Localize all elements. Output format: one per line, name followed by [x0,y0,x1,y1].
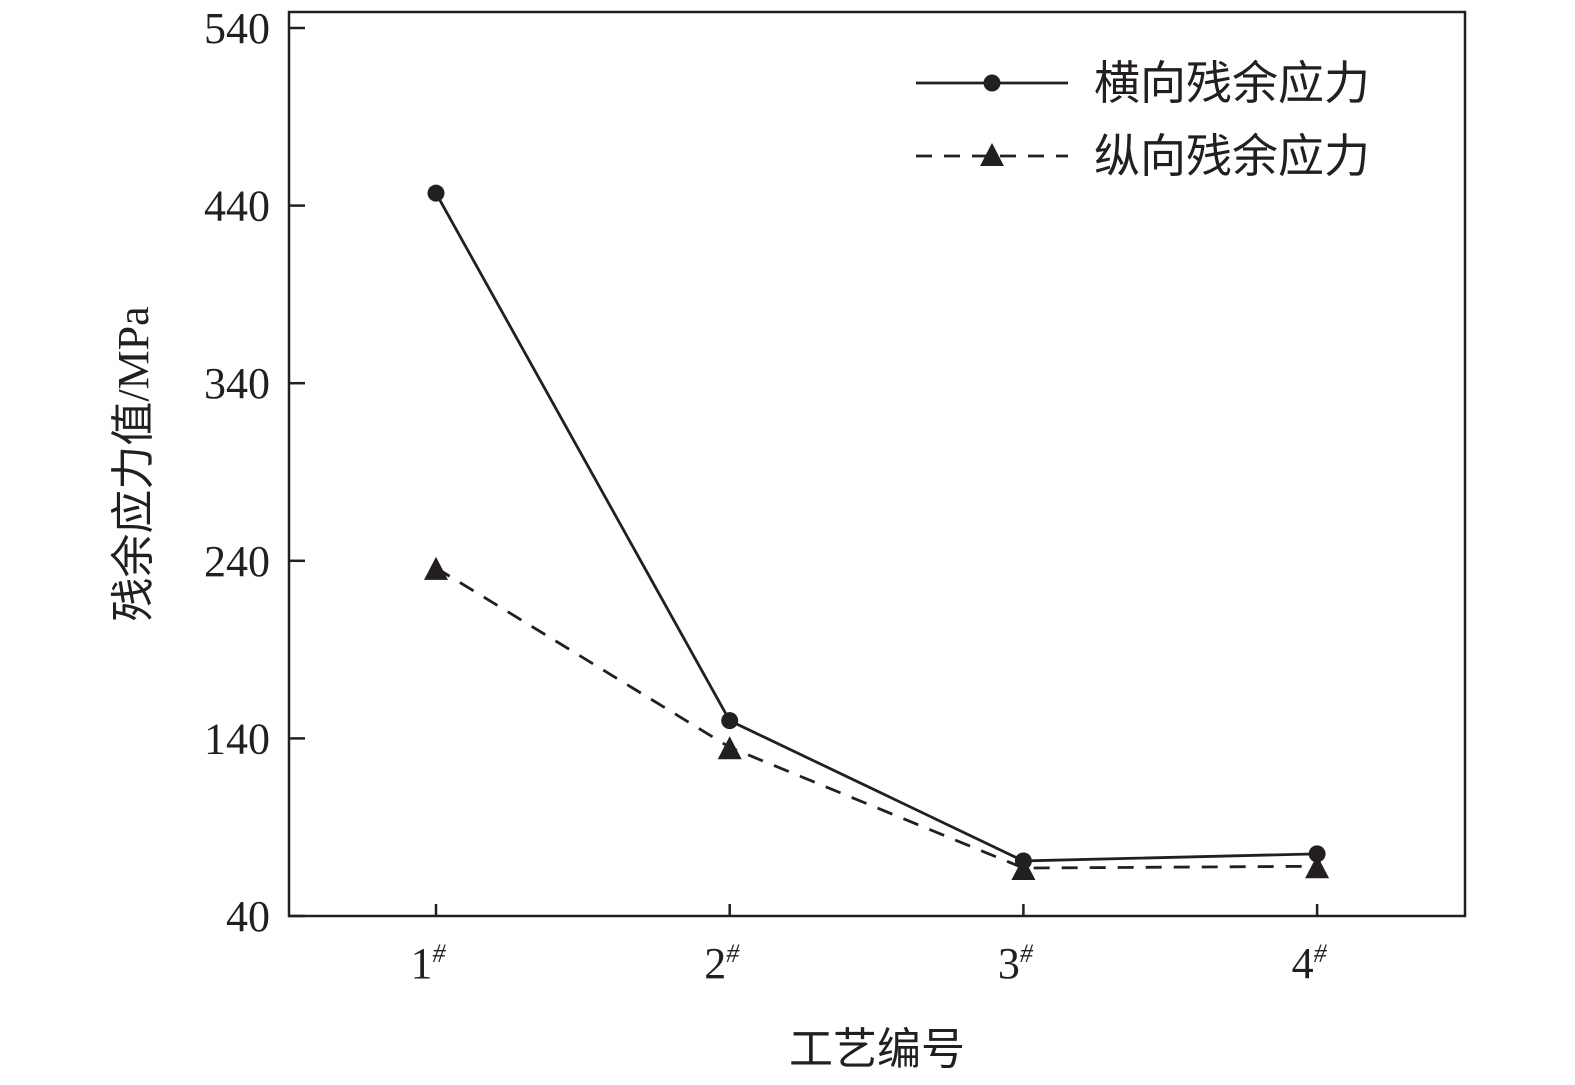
x-tick-label: 2# [704,939,740,988]
circle-marker [721,712,739,730]
triangle-marker [1305,855,1330,879]
y-axis-title: 残余应力值/MPa [109,306,158,621]
y-tick-label: 40 [226,892,270,941]
legend-label: 纵向残余应力 [1094,131,1370,182]
circle-marker [1308,845,1326,863]
series-line [435,566,1318,870]
legend-item: 纵向残余应力 [916,131,1370,182]
x-tick-label: 3# [998,939,1034,988]
triangle-marker [1011,857,1036,881]
y-tick-label: 240 [204,537,270,586]
circle-marker [427,184,445,202]
legend-label: 横向残余应力 [1094,58,1370,109]
plot-frame [287,10,1467,918]
y-tick-label: 440 [204,182,270,231]
x-tick-label: 1# [411,939,447,988]
series-2 [424,556,1330,881]
circle-marker [983,74,1001,92]
legend-item: 横向残余应力 [916,58,1370,109]
series-1 [427,184,1326,870]
x-axis-title: 工艺编号 [789,1025,965,1074]
triangle-marker [717,736,742,760]
triangle-marker [424,556,448,580]
y-tick-label: 340 [204,359,270,408]
series-line [434,192,1318,863]
x-tick-label: 4# [1292,939,1328,988]
y-tick-label: 140 [204,714,270,763]
y-tick-label: 540 [204,4,270,53]
triangle-marker [980,143,1004,166]
